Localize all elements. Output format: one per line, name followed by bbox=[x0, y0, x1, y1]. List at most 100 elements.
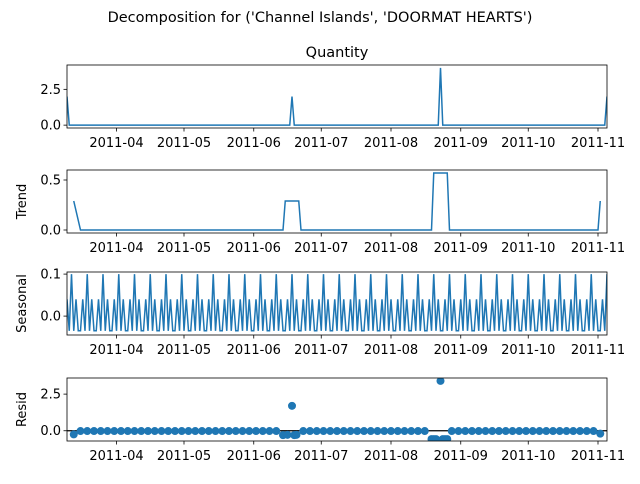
resid-point bbox=[191, 427, 200, 436]
resid-point bbox=[96, 427, 105, 436]
y-tick-label: 0.0 bbox=[40, 119, 61, 134]
resid-point bbox=[353, 427, 362, 436]
x-tick-label: 2011-04 bbox=[89, 449, 143, 464]
y-tick-label: 0.0 bbox=[40, 424, 61, 439]
resid-point bbox=[589, 427, 598, 436]
plot-area-observed bbox=[67, 67, 607, 126]
x-tick-label: 2011-05 bbox=[157, 343, 211, 358]
resid-point bbox=[258, 427, 267, 436]
resid-point bbox=[488, 427, 497, 436]
axes-frame-observed bbox=[66, 64, 608, 129]
x-tick-label: 2011-10 bbox=[501, 449, 555, 464]
resid-point bbox=[387, 427, 395, 436]
x-tick-label: 2011-05 bbox=[157, 136, 211, 151]
resid-point bbox=[549, 427, 557, 436]
x-tick-label: 2011-08 bbox=[364, 343, 418, 358]
axes-frame-seasonal bbox=[66, 271, 608, 336]
resid-point bbox=[596, 429, 605, 438]
resid-point bbox=[110, 427, 119, 436]
resid-point bbox=[198, 427, 206, 436]
resid-point bbox=[522, 427, 530, 436]
plot-area-trend bbox=[73, 172, 601, 231]
x-tick-label: 2011-04 bbox=[89, 241, 143, 256]
resid-point bbox=[346, 427, 355, 436]
resid-point bbox=[245, 427, 254, 436]
y-tick-label: 0.1 bbox=[40, 268, 61, 283]
series-line-observed bbox=[67, 67, 607, 126]
figure-suptitle: Decomposition for ('Channel Islands', 'D… bbox=[108, 10, 533, 26]
x-tick-label: 2011-08 bbox=[364, 449, 418, 464]
resid-point bbox=[407, 427, 416, 436]
panel-observed: 0.0 2.5 2011-04 2011-05 2011-06 2011-07 2011-0… bbox=[40, 45, 625, 151]
resid-point bbox=[238, 427, 247, 436]
series-line-seasonal bbox=[67, 274, 607, 332]
x-tick-label: 2011-11 bbox=[571, 241, 625, 256]
panel-title: Quantity bbox=[306, 45, 369, 61]
resid-point bbox=[184, 427, 193, 436]
resid-point bbox=[292, 430, 301, 439]
resid-point bbox=[144, 427, 152, 436]
resid-point bbox=[474, 427, 483, 436]
x-tick-label: 2011-04 bbox=[89, 136, 143, 151]
resid-point bbox=[542, 427, 551, 436]
resid-point bbox=[360, 427, 368, 436]
y-tick-label: 0.5 bbox=[40, 174, 61, 189]
resid-point bbox=[432, 435, 440, 441]
panel-resid: 0.0 2.5 2011-04 2011-05 2011-06 2011-07 2011-0… bbox=[15, 377, 625, 464]
resid-point bbox=[272, 427, 281, 436]
resid-point bbox=[218, 427, 227, 436]
axes-frame-resid bbox=[66, 377, 608, 442]
x-tick-label: 2011-06 bbox=[227, 449, 281, 464]
resid-point bbox=[177, 427, 186, 436]
resid-point bbox=[562, 427, 571, 436]
resid-point bbox=[501, 427, 510, 436]
x-tick-label: 2011-10 bbox=[501, 136, 555, 151]
x-tick-label: 2011-11 bbox=[571, 136, 625, 151]
resid-point bbox=[312, 427, 321, 436]
x-tick-label: 2011-07 bbox=[294, 136, 348, 151]
series-line-trend bbox=[73, 172, 601, 231]
resid-point bbox=[90, 427, 98, 436]
resid-point bbox=[576, 427, 584, 436]
resid-point bbox=[461, 427, 470, 436]
x-tick-label: 2011-07 bbox=[294, 241, 348, 256]
panel-seasonal: 0.0 0.1 2011-04 2011-05 2011-06 2011-07 2011-0… bbox=[15, 268, 625, 358]
x-tick-label: 2011-10 bbox=[501, 241, 555, 256]
x-tick-label: 2011-05 bbox=[157, 449, 211, 464]
resid-point bbox=[481, 427, 490, 436]
resid-point bbox=[265, 427, 274, 436]
resid-point bbox=[515, 427, 524, 436]
resid-point bbox=[283, 430, 292, 439]
resid-point bbox=[366, 427, 375, 436]
resid-point bbox=[299, 427, 308, 436]
resid-point bbox=[326, 427, 335, 436]
resid-point bbox=[443, 435, 452, 441]
y-tick-label: 2.5 bbox=[40, 83, 61, 98]
resid-point bbox=[83, 427, 92, 436]
x-tick-label: 2011-04 bbox=[89, 343, 143, 358]
x-tick-label: 2011-11 bbox=[571, 343, 625, 358]
x-tick-label: 2011-06 bbox=[227, 136, 281, 151]
x-tick-label: 2011-05 bbox=[157, 241, 211, 256]
x-tick-label: 2011-07 bbox=[294, 343, 348, 358]
x-tick-label: 2011-09 bbox=[434, 136, 488, 151]
resid-point bbox=[339, 427, 348, 436]
resid-point bbox=[319, 427, 328, 436]
resid-point bbox=[414, 427, 422, 436]
x-tick-label: 2011-06 bbox=[227, 241, 281, 256]
x-tick-label: 2011-09 bbox=[434, 343, 488, 358]
resid-point bbox=[454, 427, 463, 436]
resid-point bbox=[420, 427, 429, 436]
resid-point bbox=[76, 427, 85, 436]
resid-point bbox=[380, 427, 389, 436]
chart-panels: 0.0 2.5 2011-04 2011-05 2011-06 2011-07 2011-0… bbox=[15, 45, 625, 464]
resid-point bbox=[69, 430, 78, 439]
resid-point bbox=[468, 427, 476, 436]
resid-point bbox=[569, 427, 578, 436]
y-tick-label: 0.0 bbox=[40, 224, 61, 239]
x-tick-label: 2011-06 bbox=[227, 343, 281, 358]
resid-point bbox=[582, 427, 591, 436]
resid-point bbox=[393, 427, 402, 436]
resid-point bbox=[436, 378, 445, 385]
y-tick-label: 0.0 bbox=[40, 310, 61, 325]
